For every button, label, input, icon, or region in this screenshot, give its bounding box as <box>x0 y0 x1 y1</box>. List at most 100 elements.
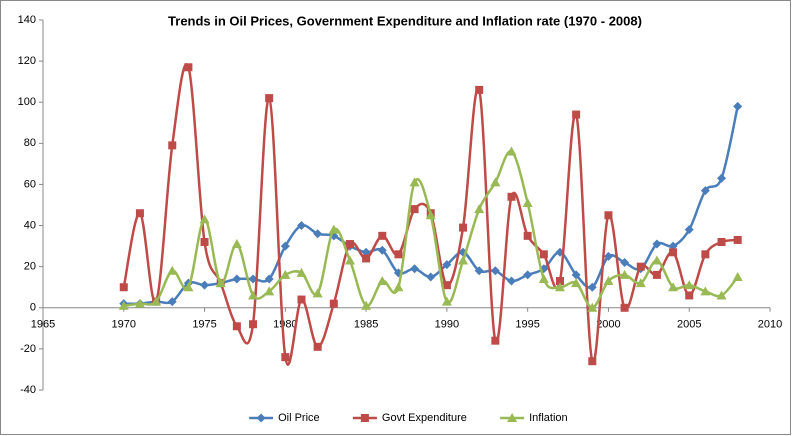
point <box>538 274 549 283</box>
point <box>588 357 597 366</box>
point <box>184 63 193 72</box>
point <box>507 192 516 201</box>
point <box>264 286 275 296</box>
point <box>603 251 613 261</box>
point <box>183 282 194 292</box>
point <box>215 278 226 288</box>
point <box>362 254 371 263</box>
point <box>167 265 178 275</box>
point <box>232 274 242 284</box>
point <box>652 239 662 249</box>
point <box>620 258 630 268</box>
point <box>200 238 209 246</box>
point <box>651 255 662 265</box>
point <box>700 186 710 196</box>
point <box>442 260 452 270</box>
point <box>135 209 144 218</box>
point <box>281 353 290 362</box>
point <box>119 283 128 292</box>
chart-title: Trends in Oil Prices, Government Expendi… <box>168 13 642 28</box>
point <box>603 276 614 286</box>
point <box>733 235 742 244</box>
point <box>685 291 694 300</box>
point <box>344 255 355 265</box>
point <box>264 274 274 284</box>
point <box>587 282 597 292</box>
point <box>684 280 695 290</box>
point <box>249 320 258 329</box>
point <box>232 322 241 331</box>
point <box>506 146 517 156</box>
point <box>490 177 501 187</box>
point <box>345 240 354 249</box>
x-tick-label: 2005 <box>677 319 701 331</box>
y-tick-label: -40 <box>20 384 36 396</box>
point <box>199 214 210 224</box>
point <box>587 302 598 312</box>
point <box>231 239 242 249</box>
point <box>701 250 710 259</box>
point <box>313 229 323 239</box>
legend-label: Govt Expenditure <box>382 412 467 424</box>
x-tick-label: 1975 <box>192 319 216 331</box>
point <box>410 205 419 214</box>
legend-marker <box>256 413 266 423</box>
y-tick-label: 140 <box>18 14 36 26</box>
point <box>442 281 451 290</box>
point <box>490 266 500 276</box>
point <box>571 278 582 288</box>
point <box>329 299 338 308</box>
point <box>248 290 259 300</box>
point <box>410 264 420 274</box>
point <box>377 245 387 255</box>
point <box>475 85 484 94</box>
point <box>716 290 727 300</box>
legend-label: Oil Price <box>278 412 320 424</box>
point <box>441 296 452 306</box>
y-tick-label: 0 <box>30 302 36 314</box>
point <box>684 225 694 235</box>
point <box>539 250 548 259</box>
y-tick-label: -20 <box>20 343 36 355</box>
point <box>669 248 678 257</box>
point <box>474 204 485 214</box>
point <box>732 271 743 281</box>
point <box>280 241 290 251</box>
y-tick-label: 100 <box>18 96 36 108</box>
y-tick-label: 40 <box>24 219 36 231</box>
y-tick-label: 20 <box>24 261 36 273</box>
point <box>522 197 533 207</box>
x-tick-label: 2000 <box>596 319 620 331</box>
point <box>296 221 306 231</box>
y-tick-label: 80 <box>24 137 36 149</box>
point <box>459 223 468 232</box>
series-line <box>123 150 739 310</box>
point <box>313 342 322 351</box>
point <box>474 266 484 276</box>
point <box>733 101 743 111</box>
point <box>571 270 581 280</box>
x-tick-label: 1995 <box>515 319 539 331</box>
legend-label: Inflation <box>529 412 568 424</box>
point <box>151 296 162 306</box>
point <box>635 278 646 288</box>
point <box>393 282 404 292</box>
legend-marker <box>507 413 518 422</box>
point <box>425 210 436 220</box>
point <box>717 173 727 183</box>
point <box>377 276 388 286</box>
point <box>619 269 630 279</box>
point <box>700 286 711 296</box>
point <box>378 231 387 240</box>
point <box>717 238 726 246</box>
point <box>296 267 307 277</box>
point <box>168 141 177 150</box>
point <box>572 110 581 119</box>
point <box>312 288 323 298</box>
point <box>652 270 661 279</box>
legend-marker <box>360 414 369 422</box>
point <box>426 272 436 282</box>
point <box>118 300 129 310</box>
x-tick-label: 1990 <box>435 319 459 331</box>
